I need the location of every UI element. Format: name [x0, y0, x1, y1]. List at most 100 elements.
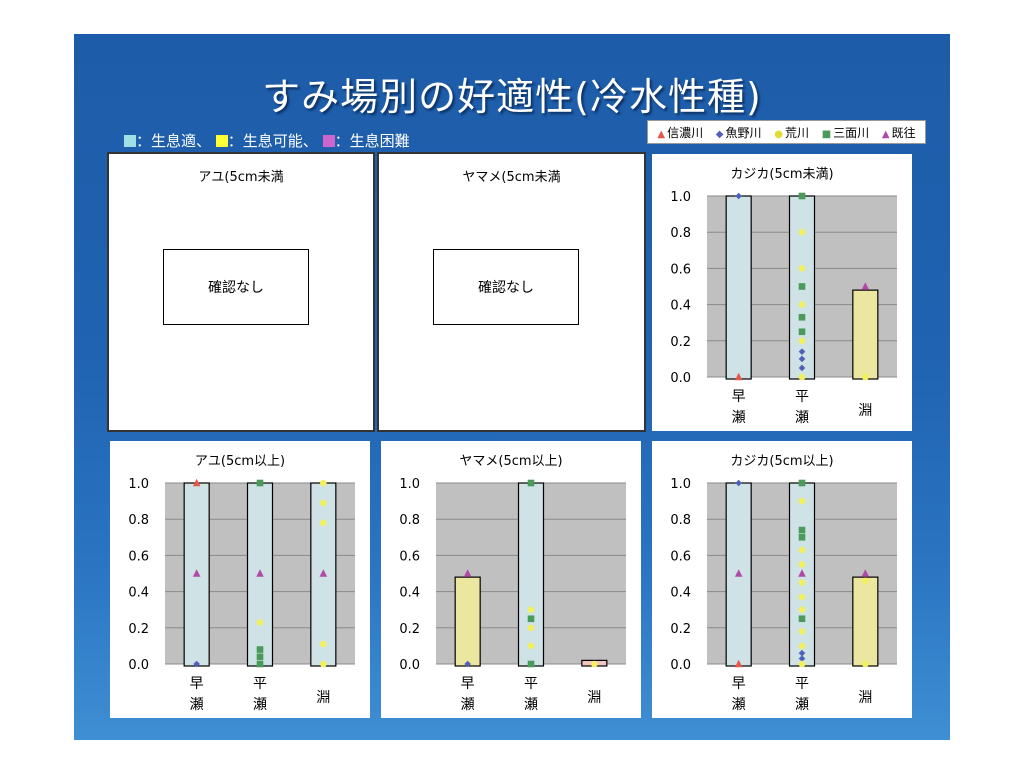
no-record-box: 確認なし — [163, 249, 309, 325]
data-point-diamond — [798, 649, 806, 657]
legend-item-miomote: ■ 三面川 — [822, 124, 869, 141]
data-point-circle — [798, 642, 806, 650]
panel-title: アユ(5cm未満 — [198, 170, 284, 185]
circle-marker-icon: ● — [774, 128, 783, 140]
data-point-square — [798, 328, 806, 336]
y-tick-label: 0.8 — [399, 513, 420, 528]
chart-title: カジカ(5cm未満) — [730, 167, 833, 182]
data-point-circle — [527, 624, 535, 632]
y-tick-label: 0.8 — [670, 513, 691, 528]
y-tick-label: 0.4 — [128, 586, 149, 601]
y-tick-label: 0.2 — [670, 622, 691, 637]
data-point-circle — [527, 642, 535, 650]
data-point-circle — [862, 577, 869, 585]
data-point-circle — [798, 628, 806, 635]
y-tick-label: 1.0 — [128, 477, 149, 492]
data-point-circle — [256, 619, 264, 626]
bar — [852, 576, 879, 667]
key-swatch-possible — [215, 135, 228, 147]
square-marker-icon: ■ — [821, 128, 832, 140]
y-tick-label: 0.6 — [670, 549, 691, 564]
chart-yamame-over5: ヤマメ(5cm以上) 0.0 0.2 0.4 0.6 0.8 1.0 早瀬 平瀬 淵 — [399, 454, 626, 713]
data-point-circle — [798, 579, 806, 586]
slide-background: すみ場別の好適性(冷水性種) ：生息適、 ：生息可能、 ：生息困難 ▲ 信濃川 ◆… — [74, 34, 950, 740]
data-point-square — [527, 615, 535, 623]
y-tick-label: 0.2 — [399, 622, 420, 637]
y-tick-label: 0.4 — [399, 586, 420, 601]
chart-kajika-under5: カジカ(5cm未満) 0.0 0.2 0.4 0.6 0.8 1.0 早瀬 平瀬 淵 — [670, 167, 897, 426]
x-tick-label: 平瀬 — [253, 676, 267, 713]
data-point-square — [527, 479, 535, 487]
river-legend: ▲ 信濃川 ◆ 魚野川 ● 荒川 ■ 三面川 ▲ 既往 — [647, 120, 926, 144]
data-point-diamond — [798, 655, 806, 662]
data-point-square — [256, 653, 264, 661]
data-point-circle — [527, 606, 535, 613]
data-point-circle — [320, 660, 327, 668]
key-label-suitable: ：生息適、 — [136, 132, 212, 150]
legend-label: 魚野川 — [725, 125, 762, 140]
data-point-triangle — [798, 569, 806, 577]
chart-title: ヤマメ(5cm以上) — [459, 454, 562, 469]
data-point-square — [798, 526, 806, 534]
data-point-square — [798, 479, 806, 487]
data-point-square — [256, 479, 264, 487]
data-point-circle — [798, 497, 806, 505]
chart-title: アユ(5cm以上) — [195, 454, 285, 469]
data-point-circle — [798, 546, 806, 554]
x-tick-label: 平瀬 — [524, 676, 538, 713]
data-point-circle — [320, 640, 327, 648]
legend-label: 荒川 — [784, 125, 809, 140]
legend-item-shinano: ▲ 信濃川 — [657, 124, 703, 141]
data-point-circle — [320, 499, 327, 507]
data-point-triangle — [861, 282, 870, 290]
habitat-color-key: ：生息適、 ：生息可能、 ：生息困難 — [124, 130, 410, 151]
chart-ayu-over5: アユ(5cm以上) 0.0 0.2 0.4 0.6 0.8 1.0 早瀬 平瀬 淵 — [128, 454, 355, 713]
key-label-difficult: ：生息困難 — [334, 132, 410, 150]
data-point-circle — [798, 593, 806, 601]
triangle-marker-icon: ▲ — [657, 128, 666, 140]
data-point-circle — [798, 337, 806, 345]
data-point-triangle — [256, 569, 264, 577]
x-tick-label: 淵 — [858, 690, 872, 706]
panel-kajika-over5: カジカ(5cm以上) 0.0 0.2 0.4 0.6 0.8 1.0 早瀬 平瀬 淵 — [652, 441, 912, 718]
data-point-circle — [798, 265, 806, 272]
slide-title: すみ場別の好適性(冷水性種) — [262, 75, 762, 119]
key-swatch-suitable — [124, 135, 136, 147]
data-point-circle — [862, 373, 869, 381]
chart-title: カジカ(5cm以上) — [730, 454, 833, 469]
data-point-diamond — [735, 192, 742, 200]
panel-ayu-under5: アユ(5cm未満 確認なし — [107, 152, 375, 432]
y-tick-label: 0.0 — [399, 658, 420, 673]
data-point-square — [798, 534, 806, 541]
data-point-triangle — [192, 478, 201, 487]
data-point-square — [256, 646, 264, 653]
data-point-circle — [798, 228, 806, 236]
y-tick-label: 0.8 — [670, 226, 691, 241]
data-point-circle — [798, 373, 806, 381]
y-tick-label: 0.6 — [128, 549, 149, 564]
legend-label: 信濃川 — [667, 125, 704, 140]
bar — [852, 289, 879, 380]
x-tick-label: 淵 — [858, 403, 872, 419]
y-tick-label: 0.0 — [128, 658, 149, 673]
data-point-triangle — [734, 372, 743, 381]
chart-kajika-over5: カジカ(5cm以上) 0.0 0.2 0.4 0.6 0.8 1.0 早瀬 平瀬 淵 — [670, 454, 897, 713]
data-point-triangle — [319, 569, 328, 577]
data-point-diamond — [735, 479, 742, 487]
y-tick-label: 0.0 — [670, 371, 691, 386]
data-point-triangle — [734, 569, 743, 577]
data-point-circle — [798, 660, 806, 668]
data-point-circle — [798, 301, 806, 308]
legend-item-ara: ● 荒川 — [774, 124, 809, 141]
bar — [454, 576, 481, 667]
triangle-marker-icon: ▲ — [881, 128, 890, 140]
data-point-square — [527, 660, 535, 668]
data-point-circle — [320, 519, 327, 527]
legend-label: 既往 — [891, 125, 916, 140]
y-tick-label: 0.6 — [670, 262, 691, 277]
data-point-circle — [320, 479, 327, 487]
x-tick-label: 早瀬 — [732, 676, 746, 713]
y-tick-label: 0.4 — [670, 586, 691, 601]
y-tick-label: 0.2 — [128, 622, 149, 637]
panel-yamame-over5: ヤマメ(5cm以上) 0.0 0.2 0.4 0.6 0.8 1.0 早瀬 平瀬 淵 — [381, 441, 641, 718]
